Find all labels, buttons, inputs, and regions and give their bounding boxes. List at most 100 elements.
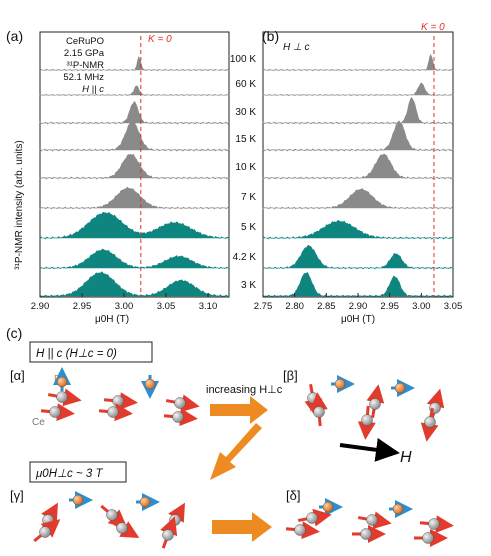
atom: [322, 501, 334, 513]
atom: [39, 526, 51, 538]
spectrum-trace: [39, 186, 230, 210]
atom: [334, 378, 346, 390]
atom: [394, 382, 406, 394]
info-line-5: H || c: [82, 84, 104, 95]
x-tick-label: 2.90: [31, 301, 50, 312]
panel-b-x-ticks: 2.75 2.80 2.85 2.90 2.95 3.00 3.05: [254, 293, 463, 312]
panel-a-x-label: μ0H (T): [95, 314, 129, 325]
atom: [112, 395, 124, 407]
state-delta-label: [δ]: [286, 488, 300, 503]
atom: [107, 406, 119, 418]
spectrum-trace: [39, 56, 230, 72]
state-alpha-label: [α]: [10, 368, 25, 383]
state-gamma-label: [γ]: [10, 488, 24, 503]
transition-arrow-alpha-beta: [210, 396, 268, 424]
field-direction-label: H: [400, 449, 412, 466]
panel-a-frame: [39, 31, 230, 298]
atom: [49, 406, 61, 418]
ce-atom-label: Ce: [32, 417, 45, 428]
x-tick-label: 3.05: [444, 301, 463, 312]
x-tick-label: 3.10: [199, 301, 218, 312]
panel-b-x-label: μ0H (T): [341, 314, 375, 325]
atom: [56, 376, 68, 388]
atom: [174, 397, 186, 409]
spectrum-trace: [39, 211, 230, 240]
y-axis-label: ³¹P-NMR intensity (arb. units): [14, 140, 25, 269]
atom: [56, 391, 68, 403]
temperature-label: 10 K: [235, 162, 256, 173]
temperature-label: 7 K: [241, 192, 256, 203]
zero-field-box-text: H || c (H⊥c = 0): [36, 348, 117, 360]
spectrum-trace: [39, 153, 230, 180]
spectrum-trace: [262, 97, 454, 125]
field-direction-arrow: [339, 437, 400, 462]
spectrum-trace: [262, 244, 454, 270]
panel-a-k0-label: K = 0: [148, 34, 172, 45]
temperature-label: 5 K: [241, 222, 256, 233]
x-tick-label: 2.85: [317, 301, 336, 312]
info-line-3: ³¹P-NMR: [67, 60, 105, 71]
atom: [139, 496, 151, 508]
spectrum-trace: [39, 121, 230, 152]
x-tick-label: 3.00: [412, 301, 431, 312]
atom: [369, 398, 381, 410]
panel-a-label: (a): [6, 28, 23, 44]
spin-configurations: [33, 367, 454, 549]
x-tick-label: 2.95: [73, 301, 92, 312]
spectrum-trace: [39, 248, 230, 270]
info-line-1: CeRuPO: [66, 36, 104, 47]
panel-b-frame: [262, 31, 454, 298]
info-line-4: 52.1 MHz: [63, 72, 104, 83]
atom: [116, 522, 128, 534]
temperature-label: 30 K: [235, 107, 256, 118]
temperature-label: 15 K: [235, 134, 256, 145]
spectrum-trace: [262, 187, 454, 210]
transition-arrow-gamma-delta: [212, 512, 272, 542]
panel-b-orientation: H ⊥ c: [283, 42, 310, 53]
high-field-box: μ0H⊥c ~ 3 T: [29, 461, 127, 483]
spectrum-trace: [262, 54, 454, 72]
atom: [172, 411, 184, 423]
atom: [392, 503, 404, 515]
atom: [366, 514, 378, 526]
info-line-2: 2.15 GPa: [64, 48, 105, 59]
x-tick-label: 2.80: [285, 301, 304, 312]
temperature-label: 3 K: [241, 280, 256, 291]
spectrum-trace: [262, 219, 454, 240]
temperature-label: 100 K: [230, 54, 256, 65]
transition-arrow-beta-gamma: [210, 423, 262, 480]
high-field-box-text: μ0H⊥c ~ 3 T: [35, 468, 103, 480]
panel-b-label: (b): [262, 28, 279, 44]
atom: [42, 514, 54, 526]
atom: [361, 414, 373, 426]
temperature-label: 4.2 K: [233, 252, 257, 263]
temperature-labels: 100 K 60 K 30 K 15 K 10 K 7 K 5 K 4.2 K 3 K: [230, 54, 256, 291]
spectrum-trace: [39, 100, 230, 125]
atom: [306, 512, 318, 524]
x-tick-label: 3.05: [157, 301, 176, 312]
increasing-field-text: increasing H⊥c: [206, 384, 283, 396]
spectrum-trace: [262, 153, 454, 180]
spectrum-trace: [262, 82, 454, 97]
atom: [424, 416, 436, 428]
zero-field-box: H || c (H⊥c = 0): [29, 341, 153, 363]
state-beta-label: [β]: [283, 368, 298, 383]
panel-b-k0-label: K = 0: [421, 22, 445, 33]
atom: [360, 528, 372, 540]
spectrum-trace: [262, 120, 454, 152]
atom: [313, 406, 325, 418]
temperature-label: 60 K: [235, 79, 256, 90]
x-tick-label: 3.00: [115, 301, 134, 312]
panel-a-sample-info: CeRuPO 2.15 GPa ³¹P-NMR 52.1 MHz H || c: [63, 36, 104, 95]
atom: [294, 524, 306, 536]
x-tick-label: 2.90: [349, 301, 368, 312]
panel-b-spectra: [262, 54, 454, 298]
panel-a-x-ticks: 2.90 2.95 3.00 3.05 3.10: [31, 293, 218, 312]
panel-a-spectra: [39, 56, 230, 298]
atom: [144, 378, 156, 390]
atom: [428, 518, 440, 530]
spectrum-trace: [262, 271, 454, 298]
atom: [162, 529, 174, 541]
spectrum-trace: [39, 85, 230, 97]
